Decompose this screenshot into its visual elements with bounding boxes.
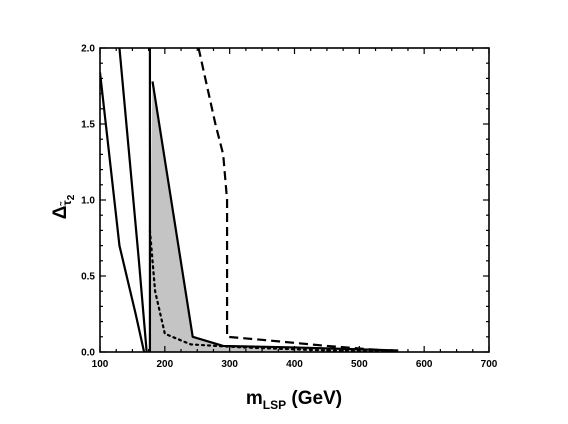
x-tick-label: 500: [351, 359, 368, 370]
x-tick-label: 300: [221, 359, 238, 370]
x-tick-label: 600: [416, 359, 433, 370]
y-axis-title-subsub: 2: [66, 194, 77, 200]
x-axis-title-main: m: [246, 388, 263, 409]
y-tick-label: 1.0: [81, 196, 95, 207]
series-curve-2: [118, 48, 148, 352]
y-tick-label: 0.0: [81, 348, 95, 359]
x-tick-label: 200: [156, 359, 173, 370]
tick-labels: 100 200 300 400 500 600 700 0.0 0.5 1.0 1.5 2.0: [81, 44, 498, 371]
y-tick-label: 2.0: [81, 44, 95, 55]
series-curve-6: [197, 48, 399, 352]
plot-area: [100, 48, 400, 352]
y-axis-title-sub: τ̃: [59, 200, 74, 207]
y-axis-title-main: Δ: [50, 206, 71, 220]
x-tick-label: 700: [481, 359, 498, 370]
x-axis-title-unit: (GeV): [286, 388, 342, 409]
y-tick-label: 0.5: [81, 272, 95, 283]
x-axis-title: mLSP (GeV): [246, 388, 342, 412]
ticks: [99, 47, 490, 353]
y-axis-title: Δτ̃2: [50, 194, 77, 219]
x-tick-label: 400: [286, 359, 303, 370]
x-tick-label: 100: [92, 359, 109, 370]
shaded-region: [149, 81, 399, 352]
y-tick-label: 1.5: [81, 120, 95, 131]
x-axis-title-sub: LSP: [263, 398, 286, 412]
series-curve-1: [100, 72, 146, 352]
series-curve-4: [151, 81, 399, 352]
